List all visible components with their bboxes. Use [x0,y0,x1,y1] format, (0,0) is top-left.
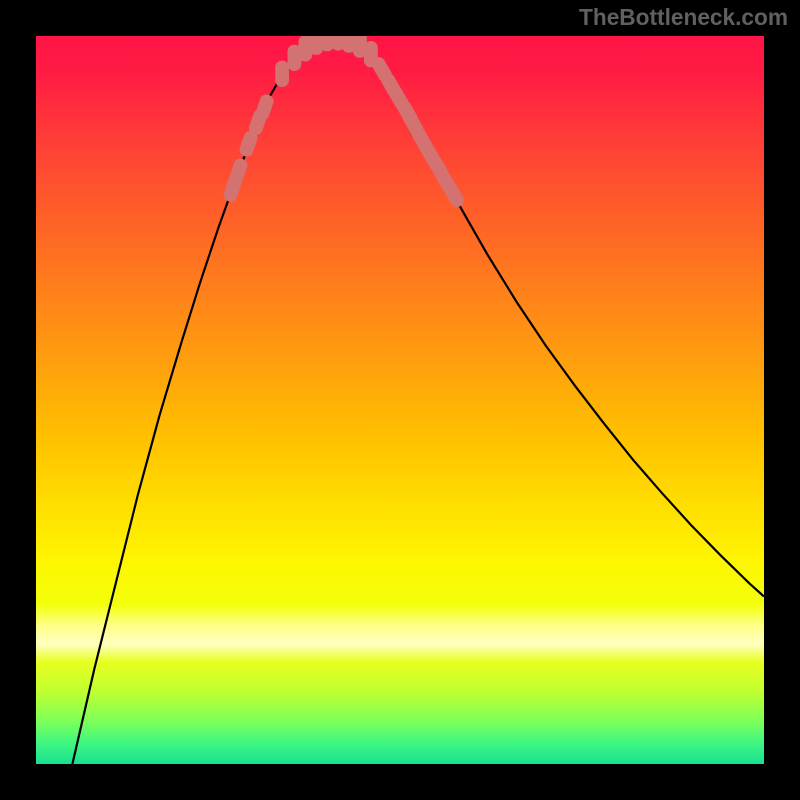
plot-area [36,36,764,764]
marker-bottom-0 [275,61,289,87]
watermark-text: TheBottleneck.com [579,4,788,31]
bottleneck-curve-chart [36,36,764,764]
marker-group [222,36,467,210]
